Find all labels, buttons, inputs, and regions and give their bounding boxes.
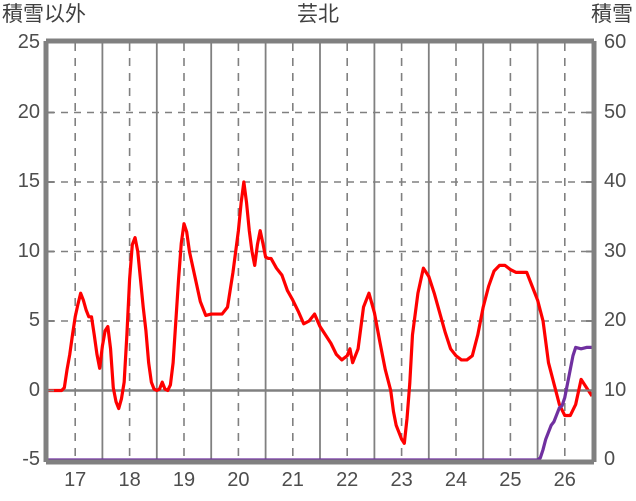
y-axis-tick-label: 10 <box>17 239 40 262</box>
y2-axis-tick-label: 50 <box>604 100 627 123</box>
y2-axis-tick-label: 40 <box>604 170 627 192</box>
data-series-1 <box>48 180 594 445</box>
x-axis-tick-label: 19 <box>172 469 196 491</box>
x-axis-tick-label: 21 <box>281 469 304 491</box>
right-axis-title: 積雪 <box>591 3 633 26</box>
x-axis-tick-label: 23 <box>390 469 413 491</box>
y-axis-tick-label: 25 <box>17 31 40 53</box>
x-axis-tick-label: 22 <box>336 469 359 491</box>
y2-axis-tick-label: 10 <box>604 378 627 401</box>
y2-axis-tick-label: 30 <box>604 239 627 262</box>
x-axis-tick-label: 24 <box>444 469 468 491</box>
x-axis-tick-label: 17 <box>64 469 87 491</box>
x-axis-tick-label: 18 <box>118 469 141 491</box>
y-axis-tick-label: 5 <box>28 309 40 331</box>
x-axis-tick-label: 20 <box>227 469 250 491</box>
y-axis-tick-label: 0 <box>28 378 40 401</box>
y2-axis-tick-label: 60 <box>604 31 627 53</box>
x-axis-tick-label: 25 <box>499 469 522 491</box>
y-axis-tick-label: -5 <box>22 448 40 470</box>
y2-axis-tick-label: 0 <box>604 448 616 470</box>
y-axis-tick-label: 15 <box>17 170 40 192</box>
y-axis-tick-label: 20 <box>17 100 40 123</box>
left-axis-title: 積雪以外 <box>2 3 86 26</box>
x-axis-tick-label: 26 <box>553 469 576 491</box>
page-title: 芸北 <box>297 3 339 26</box>
y2-axis-tick-label: 20 <box>604 309 627 331</box>
